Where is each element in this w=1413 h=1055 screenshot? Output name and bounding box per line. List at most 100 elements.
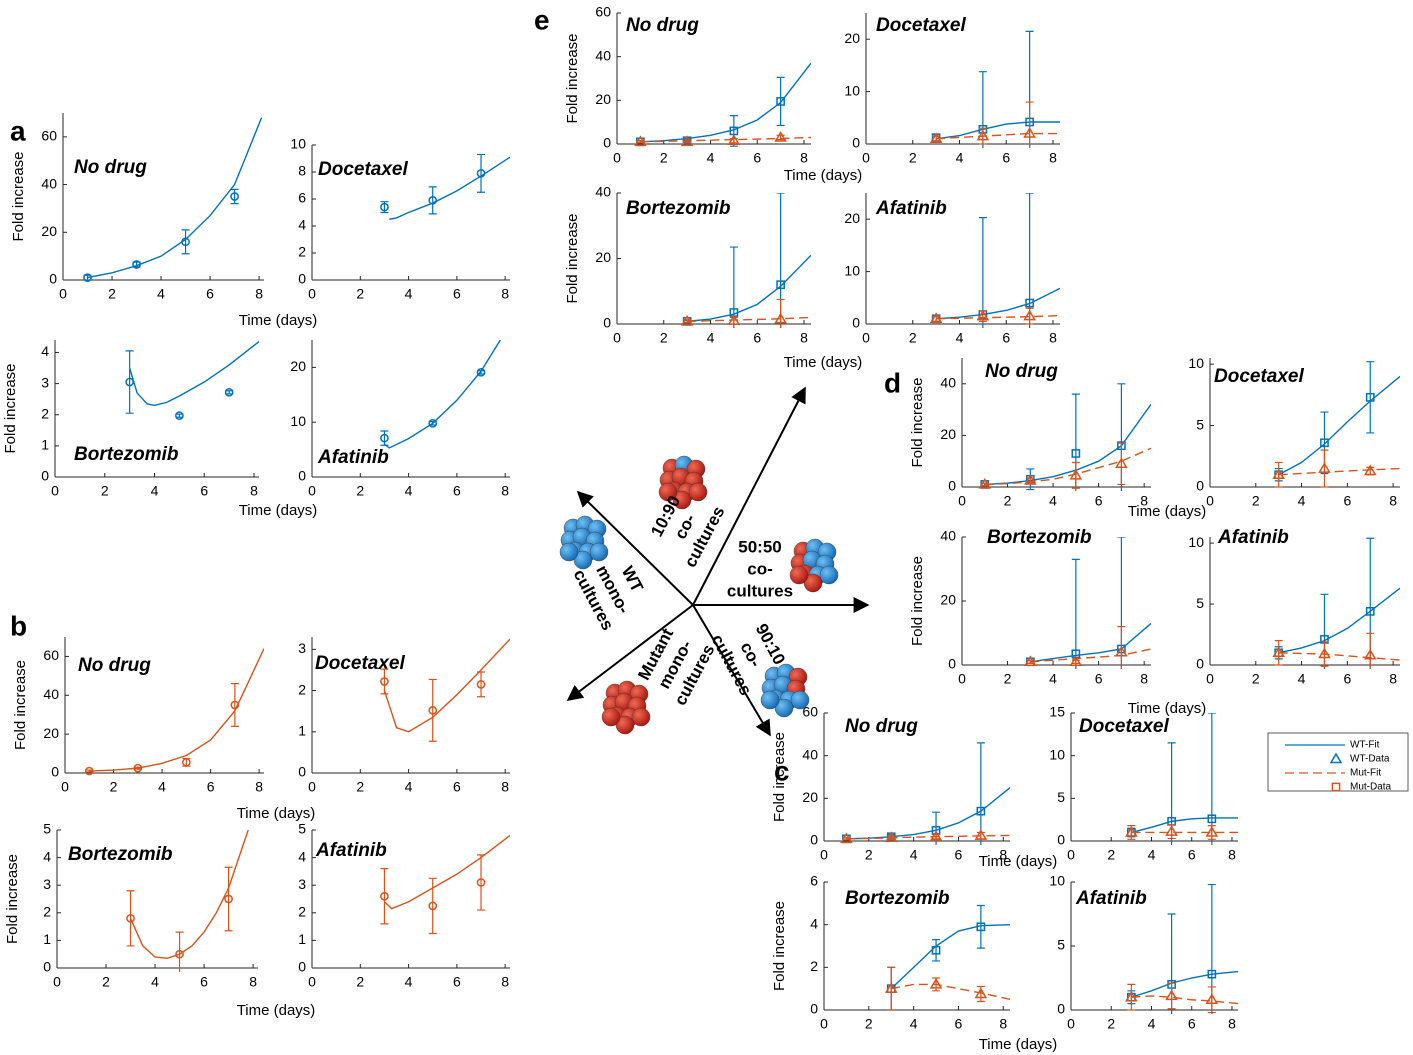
data-point <box>380 433 389 443</box>
x-axis-label: Time (days) <box>239 502 318 519</box>
cell <box>559 542 579 562</box>
x-tick-label: 2 <box>102 974 110 990</box>
y-tick-label: 0 <box>1057 1001 1065 1017</box>
panel-label: b <box>10 610 27 641</box>
x-tick-label: 4 <box>956 150 964 166</box>
data-point <box>1272 468 1285 479</box>
y-tick-label: 2 <box>298 244 306 260</box>
fit-line <box>640 62 811 143</box>
y-tick-label: 1 <box>298 931 306 947</box>
error-bar <box>181 229 190 255</box>
y-tick-label: 5 <box>43 821 51 837</box>
y-tick-label: 0 <box>603 315 611 331</box>
x-tick-label: 4 <box>1298 671 1306 687</box>
x-tick-label: 0 <box>613 330 621 346</box>
y-tick-label: 0 <box>298 271 306 287</box>
fit-line <box>129 830 249 960</box>
subplot-title: Afatinib <box>875 198 947 219</box>
data-point <box>428 196 438 205</box>
x-tick-label: 4 <box>405 779 413 795</box>
y-tick-label: 20 <box>290 358 306 374</box>
x-tick-label: 6 <box>200 974 208 990</box>
y-tick-label: 4 <box>298 217 306 233</box>
data-point <box>175 949 184 959</box>
y-tick-label: 20 <box>844 210 860 226</box>
x-tick-label: 2 <box>1004 493 1012 509</box>
y-tick-label: 5 <box>298 821 306 837</box>
x-axis-label: Time (days) <box>979 1036 1058 1053</box>
x-tick-label: 4 <box>1148 1016 1156 1032</box>
x-tick-label: 2 <box>1252 493 1260 509</box>
y-tick-label: 4 <box>810 915 818 931</box>
subplot-title: No drug <box>626 15 699 36</box>
subplot-title: Docetaxel <box>315 653 405 674</box>
subplot-title: Afatinib <box>315 840 387 861</box>
y-tick-label: 15 <box>1049 704 1065 720</box>
subplot: 0 2 4 6 8 0 20 40 Fold increase Time (days) Bortez… <box>564 184 863 371</box>
error-bar <box>175 931 184 972</box>
y-tick-label: 40 <box>595 47 611 63</box>
y-tick-label: 20 <box>595 91 611 107</box>
subplot-title: Docetaxel <box>318 159 408 180</box>
subplot-title: No drug <box>845 716 918 737</box>
y-tick-label: 0 <box>852 315 860 331</box>
y-tick-label: 0 <box>1057 832 1065 848</box>
data-point <box>680 314 694 326</box>
data-point <box>1125 825 1138 837</box>
error-bar <box>126 890 135 947</box>
x-tick-label: 0 <box>1206 671 1214 687</box>
fit-line <box>1131 817 1238 834</box>
arrow <box>692 604 771 737</box>
error-bar <box>1127 983 1136 1011</box>
y-tick-label: 2 <box>41 405 49 421</box>
error-bar <box>224 866 233 932</box>
data-point <box>1025 298 1034 308</box>
error-bar <box>1117 442 1126 486</box>
y-tick-label: 2 <box>298 681 306 697</box>
x-tick-label: 8 <box>255 286 263 302</box>
x-tick-label: 8 <box>249 974 257 990</box>
fit-line <box>128 341 259 407</box>
x-tick-label: 8 <box>1049 150 1057 166</box>
y-tick-label: 10 <box>1049 746 1065 762</box>
y-tick-label: 6 <box>810 873 818 889</box>
fit-line <box>1131 970 1238 998</box>
data-point <box>680 135 694 147</box>
data-point <box>976 129 990 141</box>
x-tick-label: 4 <box>405 974 413 990</box>
data-point <box>1331 782 1341 792</box>
x-axis-label: Time (days) <box>784 167 863 184</box>
x-tick-label: 0 <box>59 286 67 302</box>
y-tick-label: 5 <box>1196 416 1204 432</box>
y-axis-label: Fold increase <box>2 363 19 453</box>
x-tick-label: 6 <box>1343 671 1351 687</box>
x-tick-label: 0 <box>958 493 966 509</box>
data-point <box>1115 457 1128 469</box>
y-axis-label: Fold increase <box>909 377 926 467</box>
x-axis-label: Time (days) <box>784 354 863 371</box>
y-axis-label: Fold increase <box>771 901 788 991</box>
x-tick-label: 8 <box>800 150 808 166</box>
y-tick-label: 2 <box>43 904 51 920</box>
x-tick-label: 0 <box>613 150 621 166</box>
legend-label: Mut-Fit <box>1350 768 1381 779</box>
y-tick-label: 1 <box>298 722 306 738</box>
y-tick-label: 5 <box>1196 595 1204 611</box>
y-tick-label: 0 <box>948 478 956 494</box>
error-bar <box>976 742 985 845</box>
y-tick-label: 60 <box>802 704 818 720</box>
y-tick-label: 60 <box>43 647 59 663</box>
y-tick-label: 5 <box>1057 789 1065 805</box>
x-tick-label: 0 <box>308 779 316 795</box>
y-tick-label: 2 <box>810 958 818 974</box>
data-point <box>929 132 943 144</box>
data-point <box>1363 464 1377 476</box>
data-point <box>126 913 135 923</box>
cell <box>601 707 621 727</box>
fit-line <box>936 121 1060 140</box>
y-tick-label: 3 <box>298 876 306 892</box>
y-tick-label: 20 <box>802 789 818 805</box>
x-tick-label: 0 <box>1067 847 1075 863</box>
data-point <box>1320 438 1329 448</box>
y-tick-label: 0 <box>852 135 860 151</box>
